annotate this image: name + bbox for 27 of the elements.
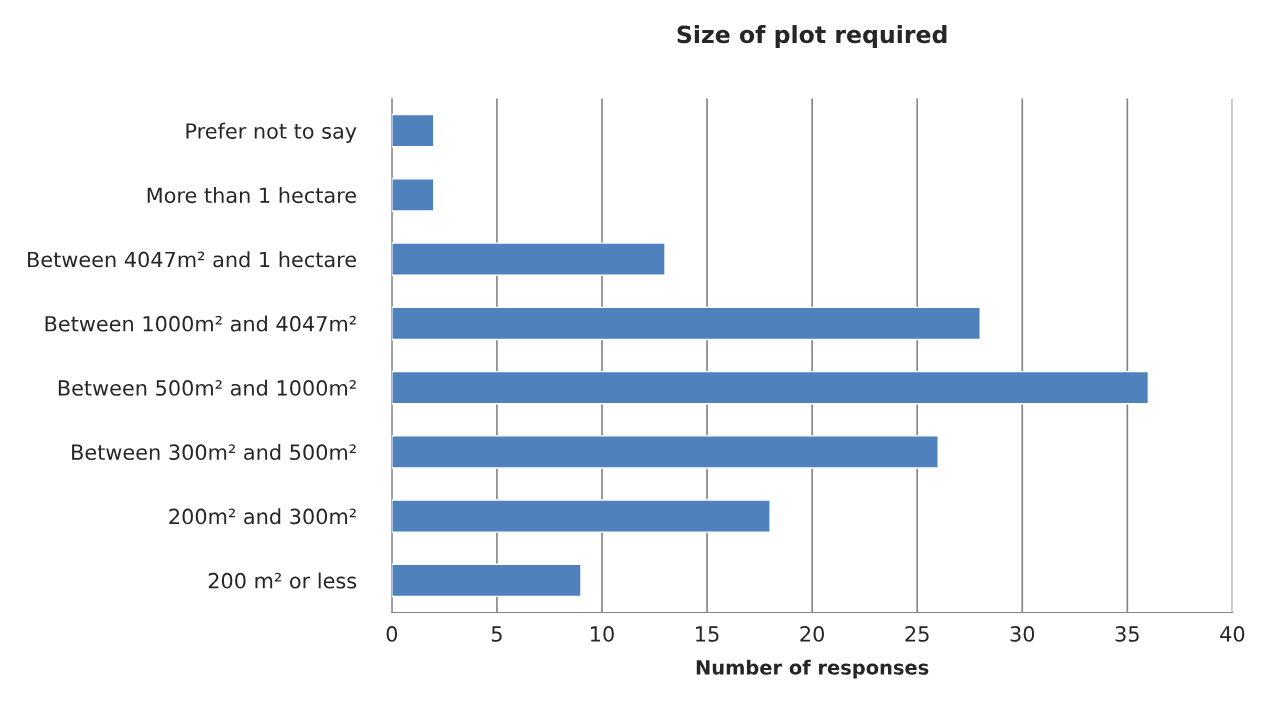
x-tick-label: 10 <box>591 626 614 642</box>
y-tick-label: 200m² and 300m² <box>169 508 356 525</box>
bar <box>391 499 771 533</box>
bar <box>391 563 582 598</box>
bar <box>391 178 435 212</box>
bar <box>391 242 666 276</box>
x-tick-label: 35 <box>1115 626 1139 642</box>
bar <box>391 113 435 148</box>
x-axis-title: Number of responses <box>696 659 929 679</box>
chart-title: Size of plot required <box>677 25 947 48</box>
y-tick-label: Between 1000m² and 4047m² <box>45 315 356 332</box>
y-tick-label: Prefer not to say <box>186 122 357 143</box>
x-tick-label: 30 <box>1010 626 1035 642</box>
x-tick-label: 5 <box>491 626 502 642</box>
x-tick-label: 20 <box>800 626 824 642</box>
y-tick-label: More than 1 hectare <box>147 187 357 204</box>
bar <box>391 370 1150 405</box>
x-tick-label: 40 <box>1220 626 1245 642</box>
bar <box>391 306 981 341</box>
x-tick-label: 0 <box>386 626 398 642</box>
y-tick-label: Between 300m² and 500m² <box>72 443 356 461</box>
bar <box>391 435 939 469</box>
y-tick-label: Between 4047m² and 1 hectare <box>28 251 357 268</box>
x-tick-label: 15 <box>696 626 719 642</box>
y-tick-label: 200 m² or less <box>208 572 357 589</box>
x-tick-label: 25 <box>905 626 929 642</box>
y-tick-label: Between 500m² and 1000m² <box>58 379 356 396</box>
